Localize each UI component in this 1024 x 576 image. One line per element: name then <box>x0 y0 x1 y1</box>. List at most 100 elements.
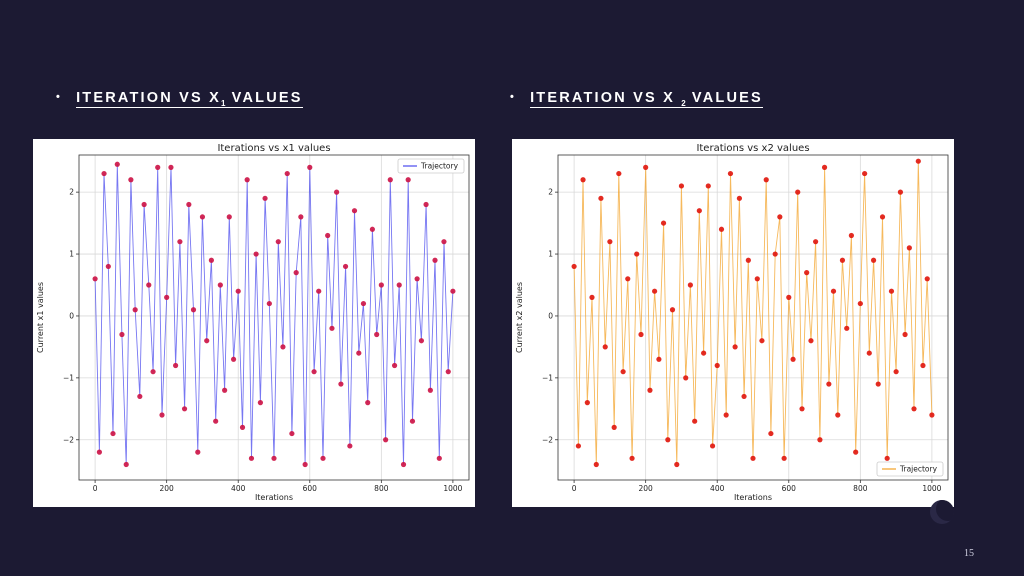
data-point <box>750 455 756 461</box>
data-point <box>777 214 783 220</box>
data-point <box>723 412 729 418</box>
data-point <box>311 369 317 375</box>
y-tick-label: −2 <box>542 435 553 444</box>
data-point <box>620 369 626 375</box>
data-point <box>714 362 720 369</box>
chart-panel-x1: Iterations vs x1 values 0 200 400 600 800 1000… <box>33 139 475 507</box>
data-point <box>598 195 604 201</box>
data-point <box>826 381 832 387</box>
data-point <box>222 387 228 393</box>
data-point <box>150 369 156 375</box>
slide-number: 15 <box>964 548 974 559</box>
x-tick-label: 600 <box>782 484 797 493</box>
data-point <box>320 455 326 461</box>
x-tick-label: 800 <box>853 484 868 493</box>
data-point <box>128 177 134 183</box>
data-point <box>629 455 635 461</box>
data-point <box>763 177 769 183</box>
data-point <box>159 412 165 418</box>
heading-suffix: VALUES <box>225 90 303 106</box>
data-point <box>96 449 102 455</box>
heading-text: ITERATION VS X1 VALUES <box>76 90 303 108</box>
data-point <box>289 430 295 437</box>
data-point <box>226 214 232 220</box>
data-point <box>853 449 859 455</box>
data-point <box>884 455 890 461</box>
data-point <box>857 300 863 307</box>
data-point <box>239 424 246 430</box>
data-point <box>759 338 765 344</box>
data-point <box>799 406 805 412</box>
data-point <box>607 239 613 245</box>
data-point <box>866 350 872 356</box>
data-point <box>436 455 442 461</box>
data-point <box>427 387 433 393</box>
data-point <box>718 226 725 232</box>
legend-box <box>397 158 465 174</box>
data-point <box>652 288 658 294</box>
data-point <box>701 350 707 356</box>
legend-label: Trajectory <box>899 465 938 474</box>
trajectory-line <box>573 161 933 465</box>
data-point <box>284 170 290 177</box>
data-point <box>217 282 223 288</box>
plot-frame <box>78 154 470 481</box>
data-point <box>709 443 716 449</box>
slide-heading-x2: • ITERATION VS X 2 VALUES <box>510 90 763 108</box>
plot-frame <box>557 154 949 481</box>
data-point <box>902 331 908 338</box>
x-axis-label: Iterations <box>255 493 293 502</box>
data-point <box>262 195 268 201</box>
data-point <box>248 455 255 461</box>
data-point <box>186 201 192 208</box>
data-point <box>683 375 689 381</box>
data-point <box>625 276 631 282</box>
data-point <box>786 294 792 300</box>
data-point <box>808 338 814 344</box>
y-tick-label: −1 <box>542 373 553 382</box>
y-tick-label: 0 <box>548 312 553 321</box>
data-point <box>414 276 420 282</box>
data-point <box>325 232 331 239</box>
data-point <box>844 325 850 331</box>
chart-panel-x2: Iterations vs x2 values 0 200 400 600 800 1000… <box>512 139 954 507</box>
y-tick-label: 1 <box>69 250 74 259</box>
data-point <box>230 356 237 362</box>
data-point <box>638 331 644 338</box>
data-point <box>696 208 702 214</box>
slide-heading-x1: • ITERATION VS X1 VALUES <box>56 90 303 108</box>
data-point <box>813 239 819 245</box>
data-point <box>347 443 353 449</box>
data-point <box>656 356 662 362</box>
data-point <box>665 437 671 443</box>
data-point <box>177 239 183 245</box>
data-point <box>897 189 904 195</box>
data-point <box>915 158 921 164</box>
data-point <box>817 437 823 443</box>
data-point <box>114 161 120 167</box>
x-tick-label: 400 <box>231 484 246 493</box>
data-point <box>839 257 846 263</box>
data-point <box>893 369 899 375</box>
data-point <box>141 201 147 208</box>
y-tick-label: 1 <box>548 250 553 259</box>
data-point <box>235 288 241 294</box>
data-point <box>105 263 111 270</box>
data-point <box>674 461 680 468</box>
data-point <box>329 325 335 331</box>
data-point <box>257 400 264 406</box>
data-point <box>302 461 308 468</box>
data-point <box>741 393 747 400</box>
data-point <box>571 263 577 270</box>
data-point <box>213 418 219 424</box>
heading-subscript: 1 <box>221 98 226 108</box>
data-point <box>616 170 622 177</box>
data-point <box>351 208 358 214</box>
data-point <box>266 300 272 307</box>
x-tick-label: 0 <box>93 484 98 493</box>
heading-subscript: 2 <box>681 98 686 108</box>
data-point <box>781 455 787 461</box>
data-point <box>732 344 738 350</box>
data-point <box>736 195 743 201</box>
data-point <box>669 307 676 313</box>
